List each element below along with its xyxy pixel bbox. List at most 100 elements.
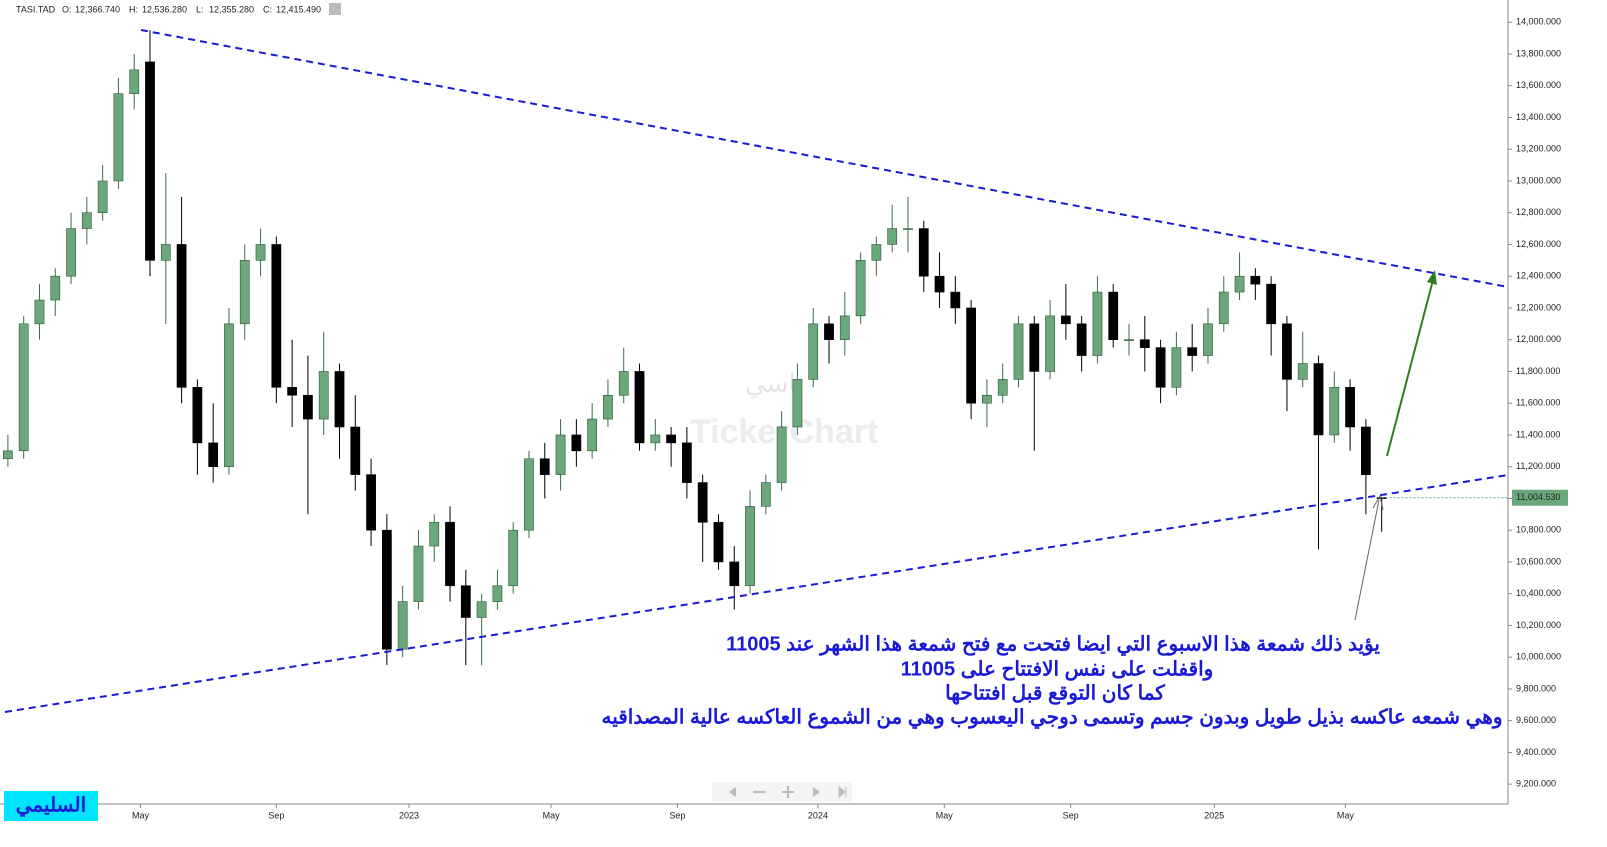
candle-body xyxy=(287,387,298,396)
candle-body xyxy=(760,482,771,507)
x-tick-label: May xyxy=(543,810,561,820)
candle-body xyxy=(224,323,234,467)
candle-body xyxy=(650,434,661,444)
x-tick-label: Sep xyxy=(669,810,685,820)
candle-body xyxy=(397,601,408,650)
y-tick-label: 9,600.000 xyxy=(1516,715,1556,725)
y-tick-label: 13,400.000 xyxy=(1516,112,1561,122)
y-tick-label: 13,800.000 xyxy=(1516,48,1561,58)
header-label: H: xyxy=(129,4,138,14)
candle-body xyxy=(429,521,440,547)
symbol: TASI.TAD xyxy=(16,4,56,14)
y-tick-label: 9,400.000 xyxy=(1516,747,1556,757)
candle-body xyxy=(3,450,13,460)
y-tick-label: 10,200.000 xyxy=(1516,620,1561,630)
candle-body xyxy=(776,426,787,483)
candle-body xyxy=(113,93,124,182)
nav-left[interactable] xyxy=(729,787,736,797)
candle-body xyxy=(1139,339,1150,348)
candle-body xyxy=(887,228,898,245)
nav-right[interactable] xyxy=(813,787,820,797)
candle-body xyxy=(81,212,92,229)
x-tick-label: 2024 xyxy=(808,810,828,820)
candle-body xyxy=(1234,275,1245,293)
y-tick-label: 10,400.000 xyxy=(1516,588,1561,598)
candle-body xyxy=(381,529,392,650)
candle-body xyxy=(539,458,550,475)
navigation xyxy=(712,782,852,802)
target-arrow xyxy=(1386,279,1434,457)
header-value: 12,366.740 xyxy=(75,4,120,14)
header-button[interactable] xyxy=(329,3,341,15)
candle-body xyxy=(634,371,645,444)
candle-body xyxy=(982,394,992,404)
candle-body xyxy=(697,482,708,523)
candle-body xyxy=(997,379,1008,396)
y-tick-label: 11,200.000 xyxy=(1516,461,1560,471)
candle-body xyxy=(1266,283,1277,325)
y-tick-label: 13,200.000 xyxy=(1516,144,1561,154)
candle-body xyxy=(145,61,155,261)
y-tick-label: 10,600.000 xyxy=(1516,556,1561,566)
y-tick-label: 12,400.000 xyxy=(1516,271,1561,281)
candle-body xyxy=(208,442,219,467)
x-tick-label: May xyxy=(1337,810,1355,820)
annotation-line: وهي شمعه عاكسه بذيل طويل وبدون جسم وتسمى… xyxy=(601,706,1502,729)
y-tick-label: 13,000.000 xyxy=(1516,175,1561,185)
support-trendline xyxy=(4,474,1509,713)
candle-body xyxy=(1345,387,1355,428)
candle-body xyxy=(555,434,566,475)
candle-body xyxy=(318,371,329,420)
candle-body xyxy=(508,529,519,587)
candle-body xyxy=(918,228,929,277)
candle-body xyxy=(855,260,866,317)
x-tick-label: May xyxy=(936,810,954,820)
candle-body xyxy=(729,561,740,587)
header-label: C: xyxy=(263,4,272,14)
candle-body xyxy=(1187,347,1198,356)
header-label: O: xyxy=(62,4,72,14)
candle-body xyxy=(871,244,882,261)
candle-body xyxy=(1203,323,1213,356)
candle-body xyxy=(1313,363,1324,436)
candle-body xyxy=(571,434,582,452)
y-tick-label: 14,000.000 xyxy=(1516,17,1561,27)
target-arrow-head xyxy=(1427,270,1437,285)
candle-body xyxy=(950,291,961,309)
candle-body xyxy=(18,323,29,452)
candle-body xyxy=(334,371,345,428)
candle-body xyxy=(1092,291,1103,356)
candle-body xyxy=(1329,387,1340,436)
nav-zoom-out[interactable] xyxy=(753,791,765,793)
candle-body xyxy=(50,275,61,301)
candle-body xyxy=(524,458,534,531)
annotation-line: يؤيد ذلك شمعة هذا الاسبوع التي ايضا فتحت… xyxy=(726,633,1380,656)
candle-body xyxy=(1218,291,1229,325)
y-tick-label: 9,800.000 xyxy=(1516,683,1556,693)
y-tick-label: 10,800.000 xyxy=(1516,525,1561,535)
signature-box xyxy=(4,791,98,821)
nav-zoom-in[interactable] xyxy=(782,786,794,798)
y-tick-label: 11,600.000 xyxy=(1516,398,1560,408)
y-tick-label: 11,400.000 xyxy=(1516,429,1560,439)
candle-body xyxy=(1155,347,1166,388)
candle-body xyxy=(192,387,203,444)
nav-end[interactable] xyxy=(838,785,847,799)
candle-body xyxy=(460,585,471,618)
annotation-line: كما كان التوقع قبل افتتاحها xyxy=(945,682,1165,705)
candle-body xyxy=(239,260,250,325)
candle-body xyxy=(824,323,834,340)
y-tick-label: 12,600.000 xyxy=(1516,239,1561,249)
candle-body xyxy=(966,307,976,404)
candle-body xyxy=(1297,363,1308,380)
y-tick-label: 13,600.000 xyxy=(1516,80,1561,90)
candle-body xyxy=(603,394,613,420)
candle-body xyxy=(1361,426,1371,475)
candle-body xyxy=(1250,275,1261,285)
resistance-trendline xyxy=(140,29,1509,288)
candle-body xyxy=(808,323,819,380)
x-tick-label: Sep xyxy=(1063,810,1079,820)
last-price-label: 11,004.530 xyxy=(1516,492,1560,502)
header-value: 12,536.280 xyxy=(142,4,187,14)
